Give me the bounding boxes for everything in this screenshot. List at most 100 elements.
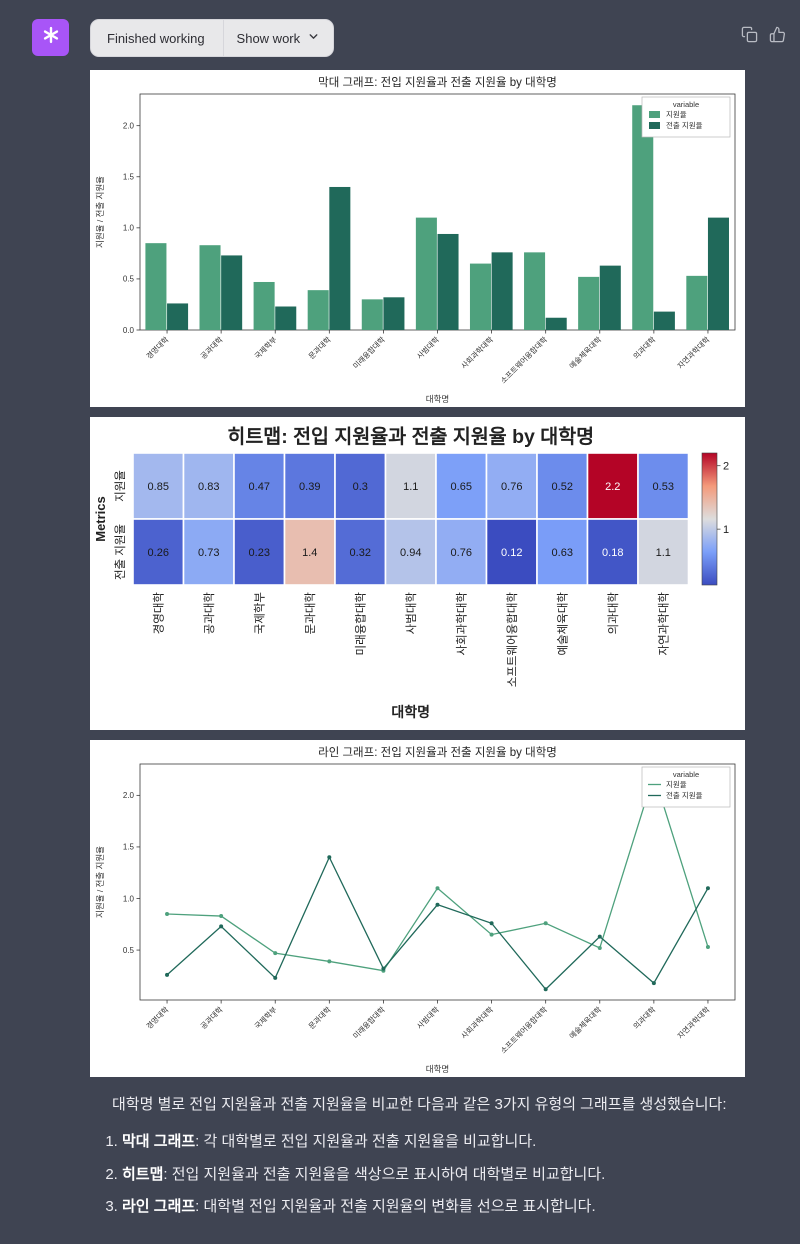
openai-logo-icon [40,24,62,51]
y-tick-label: 2.0 [123,121,135,130]
bar [707,217,729,330]
heatmap-cell [182,452,235,520]
message-list: 막대 그래프: 각 대학별로 전입 지원율과 전출 지원율을 비교합니다. 히트맵… [90,1130,750,1218]
chat-message-header: Finished working Show work [32,19,800,59]
bar [361,299,383,330]
x-tick-label: 사범대학 [405,592,418,635]
pill-divider [222,20,224,56]
thumbs-up-button[interactable] [769,26,786,46]
list-item-desc: : 대학별 전입 지원율과 전출 지원율의 변화를 선으로 표시합니다. [195,1197,596,1215]
assistant-avatar [32,19,69,56]
bar [329,186,351,330]
heatmap-cell [536,518,589,586]
heatmap-cell-value: 0.53 [653,481,674,493]
bar-chart-panel[interactable]: 막대 그래프: 전입 지원율과 전출 지원율 by 대학명 0.0 0.5 1.0 1.… [90,70,745,407]
status-pill: Finished working Show work [90,19,335,57]
line-marker [705,944,710,949]
heatmap-cell-value: 0.47 [249,481,270,493]
line-marker [489,921,494,926]
y-axis-label: 지원율 / 전출 지원율 [95,176,105,248]
heatmap-cell [334,452,387,520]
heatmap-panel[interactable]: 히트맵: 전입 지원율과 전출 지원율 by 대학명 0.85 0.83 0.47 0.… [90,417,745,730]
bar [415,217,437,330]
heatmap-cell [637,452,690,520]
legend-title: variable [673,770,699,779]
line-marker [381,966,386,971]
bar [524,252,546,330]
heatmap-cell-value: 0.63 [552,547,573,559]
heatmap-cell-value: 0.76 [501,481,522,493]
bar [686,275,708,330]
heatmap-cell-value: 0.32 [350,547,371,559]
heatmap-cell-value: 0.23 [249,547,270,559]
heatmap-cell [435,518,488,586]
list-item-desc: : 각 대학별로 전입 지원율과 전출 지원율을 비교합니다. [195,1133,537,1151]
x-tick-label: 예술체육대학 [556,592,569,656]
status-label: Finished working [107,30,205,46]
bar [491,252,513,330]
bar [145,243,167,330]
x-tick-label: 경영대학 [151,592,165,635]
heatmap-cell [435,452,488,520]
heatmap-cell [384,518,437,586]
heatmap-cell-value: 0.18 [602,547,623,559]
y-tick-label: 0.5 [123,946,135,955]
message-list-item: 히트맵: 전입 지원율과 전출 지원율을 색상으로 표시하여 대학별로 비교합니… [122,1163,750,1186]
heatmap-cell-value: 0.73 [198,547,219,559]
chart-title: 라인 그래프: 전입 지원율과 전출 지원율 by 대학명 [318,745,557,759]
heatmap-cell [334,518,387,586]
line-marker [435,886,440,891]
heatmap-cell-value: 1.1 [403,481,418,493]
line-marker [651,981,656,986]
line-marker [435,902,440,907]
heatmap-cell-value: 0.3 [353,481,368,493]
legend-swatch [649,111,660,118]
line-marker [165,972,170,977]
show-work-button[interactable]: Show work [224,20,334,56]
heatmap-cell [586,518,639,586]
line-marker [327,959,332,964]
line-marker [489,932,494,937]
bar [221,255,243,330]
row-label: 전출 지원율 [113,524,127,580]
y-tick-label: 1.0 [123,224,135,233]
line-marker [165,911,170,916]
bar [275,306,297,330]
line-chart-panel[interactable]: 라인 그래프: 전입 지원율과 전출 지원율 by 대학명 0.5 1.0 1.5 2.… [90,740,745,1077]
legend [641,766,731,808]
heatmap-cell-value: 2.2 [605,481,620,493]
legend-label: 지원율 [666,780,687,789]
message-actions [741,26,786,46]
colorbar-tick-label: 1 [723,524,729,536]
x-tick-label: 공과대학 [203,592,216,635]
x-tick-label: 의과대학 [607,592,620,635]
heatmap-cell-value: 0.83 [198,481,219,493]
bar [437,233,459,330]
chevron-down-icon [307,30,320,46]
bar [632,105,654,330]
colorbar-tick-label: 2 [723,461,729,473]
bar [653,311,675,330]
x-tick-label: 소프트웨어융합대학 [506,592,519,688]
heatmap-cell-value: 0.65 [451,481,472,493]
heatmap-cell [637,518,690,586]
line-marker [543,921,548,926]
x-tick-label: 사회과학대학 [455,592,468,656]
x-tick-label: 미래융합대학 [354,592,367,656]
line-marker [327,855,332,860]
bar-chart: 막대 그래프: 전입 지원율과 전출 지원율 by 대학명 0.0 0.5 1.0 1.… [90,70,745,407]
line-marker [219,914,224,919]
heatmap-chart: 히트맵: 전입 지원율과 전출 지원율 by 대학명 0.85 0.83 0.47 0.… [90,417,745,730]
list-item-desc: : 전입 지원율과 전출 지원율을 색상으로 표시하여 대학별로 비교합니다. [163,1165,606,1183]
y-axis-label: Metrics [93,496,108,542]
heatmap-cell [536,452,589,520]
copy-button[interactable] [741,26,758,46]
plot-background [90,740,745,1077]
y-tick-label: 0.5 [123,275,135,284]
bar [578,276,600,330]
heatmap-cell-value: 0.94 [400,547,421,559]
line-marker [597,934,602,939]
legend-title: variable [673,100,699,109]
line-marker [273,951,278,956]
y-tick-label: 1.5 [123,843,135,852]
